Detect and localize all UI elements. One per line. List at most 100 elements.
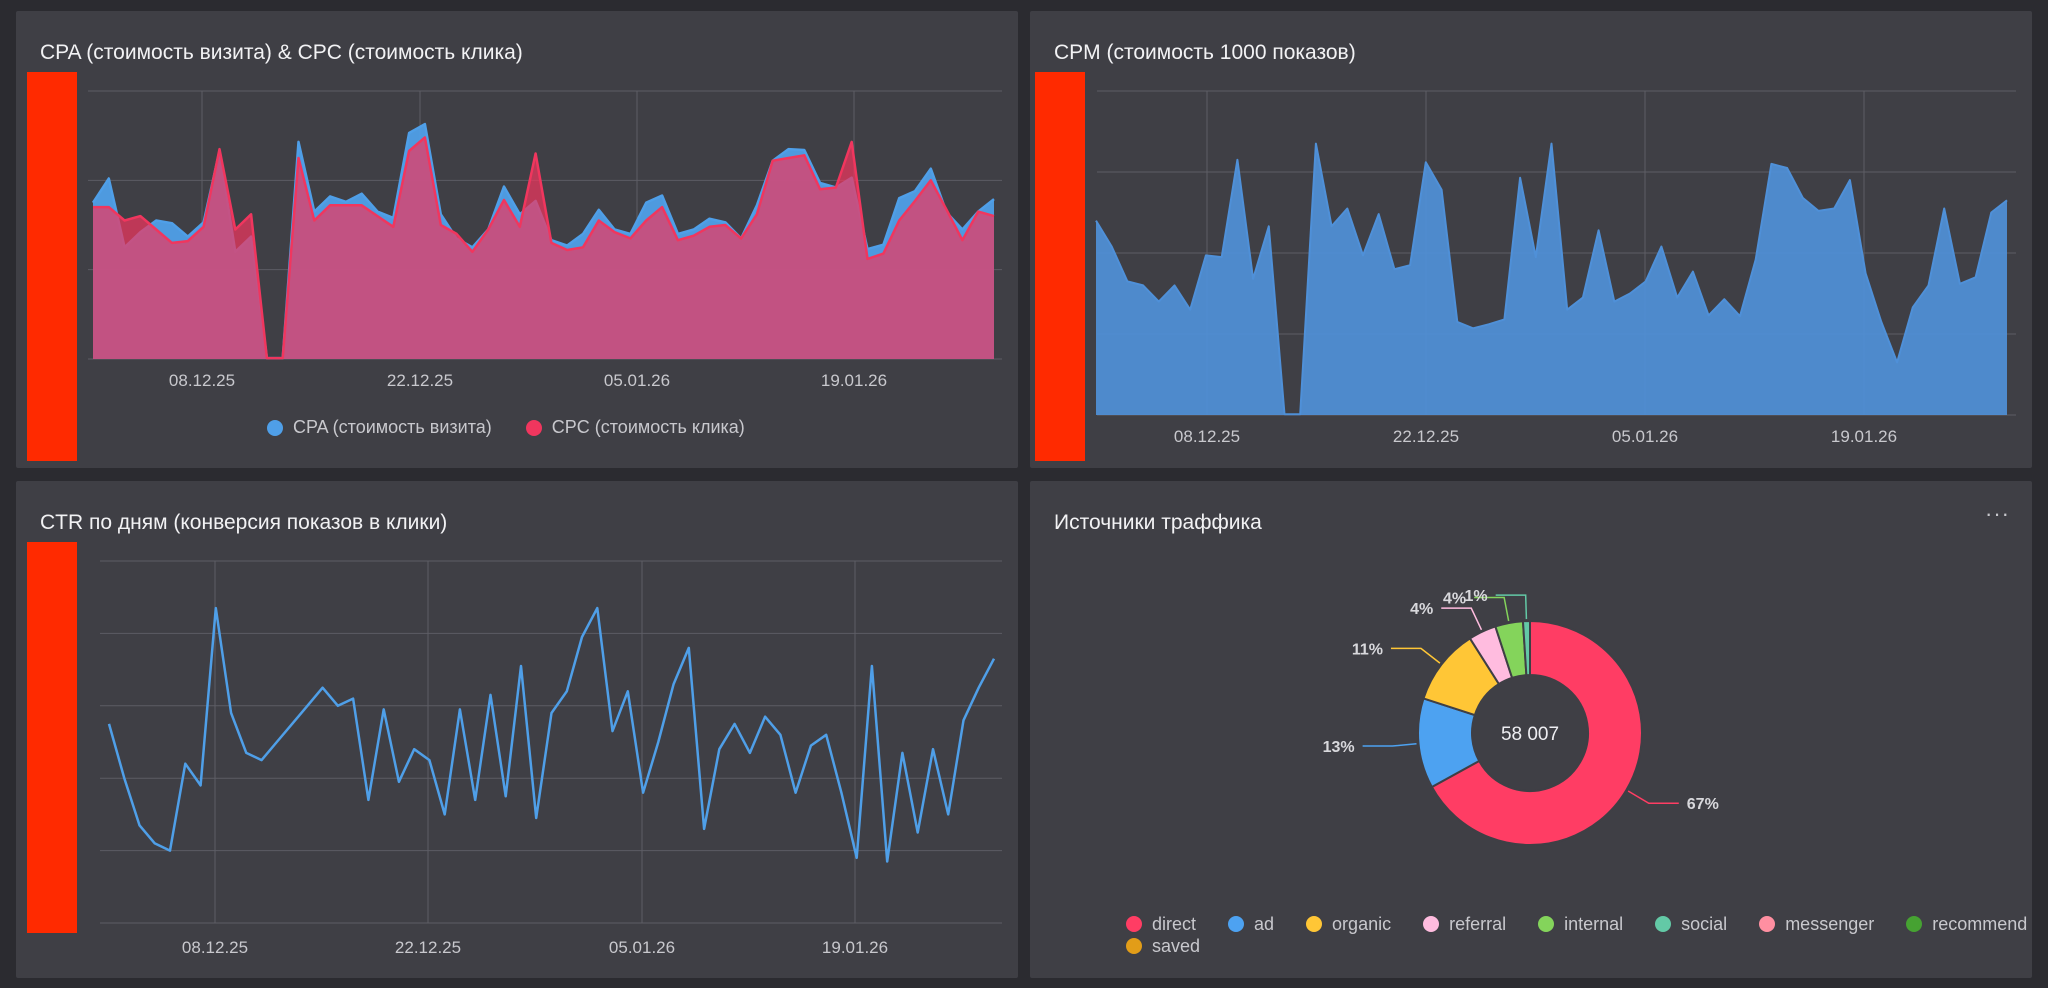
data-point [993,658,995,660]
data-point [413,748,415,750]
x-tick-label: 05.01.26 [604,371,670,390]
legend-item-messenger[interactable]: messenger [1759,913,1874,935]
data-point [1566,309,1568,311]
data-point [582,246,584,248]
data-point [155,228,157,230]
donut-leader-line [1627,790,1679,804]
legend-item-recommend[interactable]: recommend [1906,913,2027,935]
data-point [550,712,552,714]
data-point [1535,256,1537,258]
legend-item-referral[interactable]: referral [1423,913,1506,935]
data-point [108,723,110,725]
donut-slice-direct[interactable] [1430,619,1643,846]
more-menu-icon[interactable]: ··· [1985,501,2010,526]
y-axis-block [27,542,77,933]
data-point [978,687,980,689]
data-point [642,792,644,794]
cpm-panel: CPM (стоимость 1000 показов) 08.12.25 22.… [1030,11,2032,468]
data-point [733,723,735,725]
data-point [187,240,189,242]
legend-label: internal [1564,913,1624,934]
data-point [361,204,363,206]
cpa-cpc-panel: CPA (стоимость визита) & CPC (стоимость … [16,11,1018,468]
legend-item-ad[interactable]: ad [1228,913,1274,935]
data-point [1550,142,1552,144]
data-point [1503,318,1505,320]
x-tick-label: 05.01.26 [1612,427,1678,446]
legend-item-direct[interactable]: direct [1126,913,1196,935]
legend-item-internal[interactable]: internal [1538,913,1623,935]
donut-center-total: 58 007 [1501,724,1559,745]
data-point [566,690,568,692]
data-point [503,199,505,201]
donut-leader-line [1362,742,1417,747]
data-point [1095,219,1097,221]
data-point [459,708,461,710]
data-point [724,221,726,223]
data-point [917,831,919,833]
data-point [930,179,932,181]
legend-item-organic[interactable]: organic [1306,913,1391,935]
donut-slice-label: 4% [1410,601,1433,618]
data-point [428,759,430,761]
data-point [708,218,710,220]
data-point [835,186,837,188]
data-point [708,226,710,228]
data-point [645,219,647,221]
data-point [1943,207,1945,209]
data-point [947,813,949,815]
data-point [627,690,629,692]
data-point [1739,315,1741,317]
data-point [503,185,505,187]
x-tick-label: 19.01.26 [1831,427,1897,446]
series-line [107,606,996,863]
data-point [1707,314,1709,316]
data-point [688,647,690,649]
data-point [661,206,663,208]
data-point [520,665,522,667]
y-axis-block [27,72,77,461]
legend-label: referral [1449,913,1507,934]
data-point [440,224,442,226]
data-point [1786,167,1788,169]
data-point [1205,254,1207,256]
y-axis-block [1035,72,1085,461]
data-point [703,828,705,830]
data-point [345,201,347,203]
data-point [598,219,600,221]
donut-slice-social[interactable] [1521,619,1531,677]
legend-label: ad [1254,913,1275,934]
x-tick-label: 08.12.25 [182,938,248,957]
cpm-chart: 08.12.25 22.12.25 05.01.26 19.01.26 [1095,90,2016,446]
data-point [519,226,521,228]
legend-item-social[interactable]: social [1655,913,1727,935]
legend-dot [1655,916,1672,932]
data-point [123,777,125,779]
data-point [566,249,568,251]
data-point [1849,179,1851,181]
legend-item-saved[interactable]: saved [1126,935,1200,957]
legend-item-cpa[interactable]: CPA (стоимость визита) [267,417,492,438]
legend-item-cpc[interactable]: CPC (стоимость клика) [525,417,745,438]
data-point [234,228,236,230]
ctr-chart: 08.12.25 22.12.25 05.01.26 19.01.26 [100,560,1002,957]
legend-label: saved [1152,935,1201,956]
data-point [856,857,858,859]
data-point [1582,296,1584,298]
legend-dot [525,419,542,436]
data-point [657,741,659,743]
data-point [993,198,995,200]
data-point [961,228,963,230]
data-point [534,152,536,154]
data-point [1519,177,1521,179]
data-point [1472,327,1474,329]
data-point [825,734,827,736]
data-point [581,636,583,638]
data-point [155,219,157,221]
data-point [1173,284,1175,286]
data-point [1488,323,1490,325]
data-point [1283,413,1285,415]
data-point [1393,268,1395,270]
data-point [1833,207,1835,209]
series-area [93,137,994,359]
